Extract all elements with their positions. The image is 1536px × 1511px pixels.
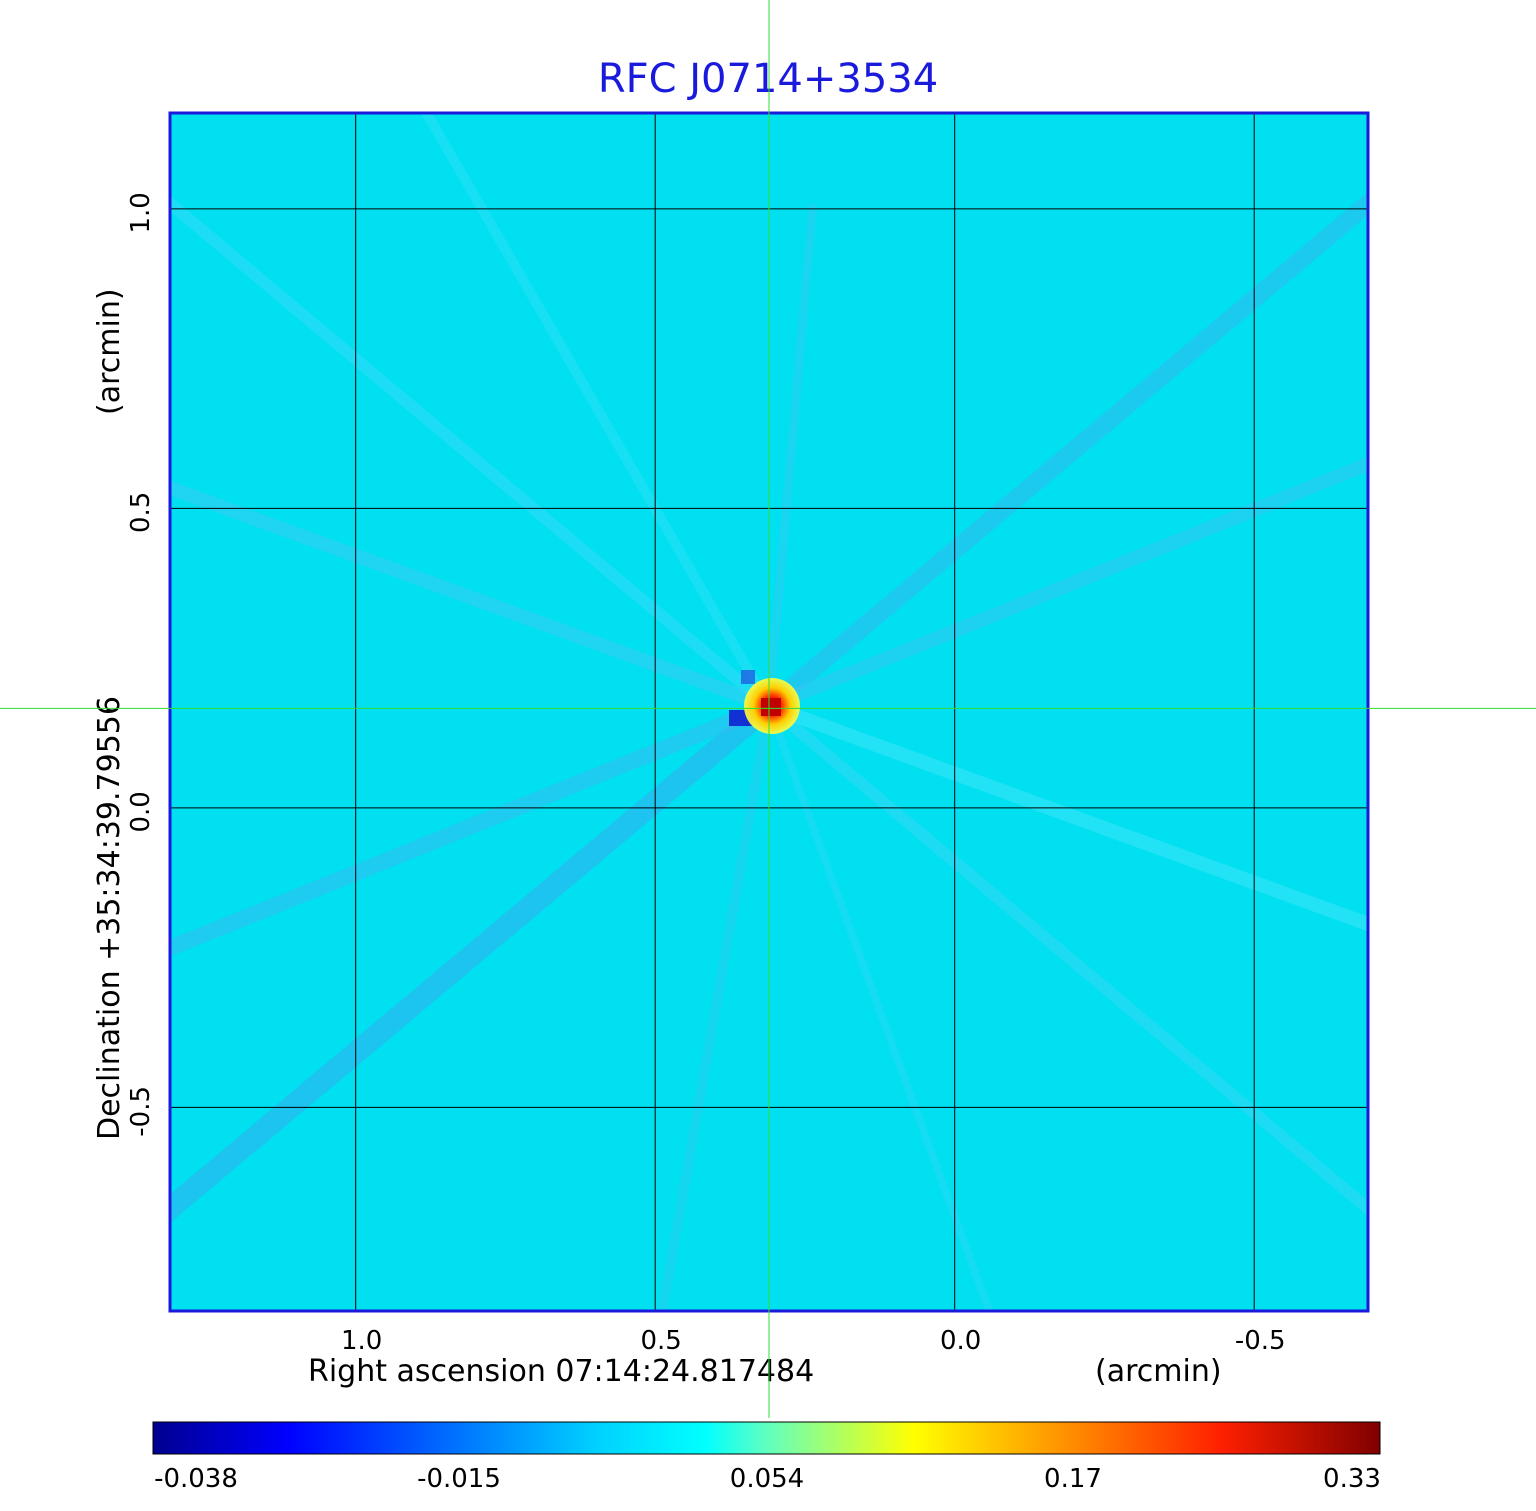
x-tick-labels: 1.0 0.5 0.0 -0.5 xyxy=(341,1326,1286,1356)
crosshair xyxy=(0,0,1536,1418)
source-peak-core xyxy=(761,698,781,717)
sidelobe-streak xyxy=(170,698,777,957)
y-tick-label: 1.0 xyxy=(126,192,156,233)
sidelobe-streak xyxy=(762,456,1368,714)
sidelobe-streak xyxy=(760,191,1368,716)
negative-pixel-region xyxy=(741,670,755,685)
x-axis-unit: (arcmin) xyxy=(1095,1354,1222,1389)
x-tick-label: 0.5 xyxy=(641,1326,682,1356)
x-tick-label: 1.0 xyxy=(341,1326,382,1356)
x-axis-label: Right ascension 07:14:24.817484 xyxy=(308,1354,814,1389)
x-tick-label: -0.5 xyxy=(1235,1326,1286,1356)
sidelobe-streak xyxy=(764,203,818,711)
y-tick-labels: 1.0 0.5 0.0 -0.5 xyxy=(126,192,156,1137)
x-tick-label: 0.0 xyxy=(940,1326,981,1356)
colorbar-tick-label: 0.33 xyxy=(1323,1464,1381,1494)
sidelobe-streaks xyxy=(170,113,1368,1311)
sidelobe-streak xyxy=(170,480,776,714)
y-axis-label: Declination +35:34:39.79556 xyxy=(92,696,127,1140)
sidelobe-streak xyxy=(765,702,994,1311)
sidelobe-streak xyxy=(170,195,775,713)
sidelobe-streak xyxy=(420,113,774,712)
source-peak xyxy=(729,670,800,735)
y-tick-label: 0.5 xyxy=(126,492,156,533)
colorbar xyxy=(152,1421,1381,1455)
sidelobe-streak xyxy=(170,695,780,1223)
y-tick-label: 0.0 xyxy=(126,791,156,832)
colorbar-tick-label: -0.015 xyxy=(417,1464,501,1494)
colorbar-tick-label: 0.17 xyxy=(1044,1464,1102,1494)
colorbar-tick-labels: -0.038 -0.015 0.054 0.17 0.33 xyxy=(154,1464,1381,1494)
chart-title: RFC J0714+3534 xyxy=(598,56,938,102)
colorbar-tick-label: -0.038 xyxy=(154,1464,238,1494)
colorbar-tick-label: 0.054 xyxy=(730,1464,804,1494)
sidelobe-streak xyxy=(657,701,774,1311)
sidelobe-streak xyxy=(763,700,1368,1217)
sidelobe-streak xyxy=(762,699,1368,932)
y-axis-unit: (arcmin) xyxy=(92,288,127,415)
y-tick-label: -0.5 xyxy=(126,1086,156,1137)
map-image xyxy=(170,113,1368,1311)
